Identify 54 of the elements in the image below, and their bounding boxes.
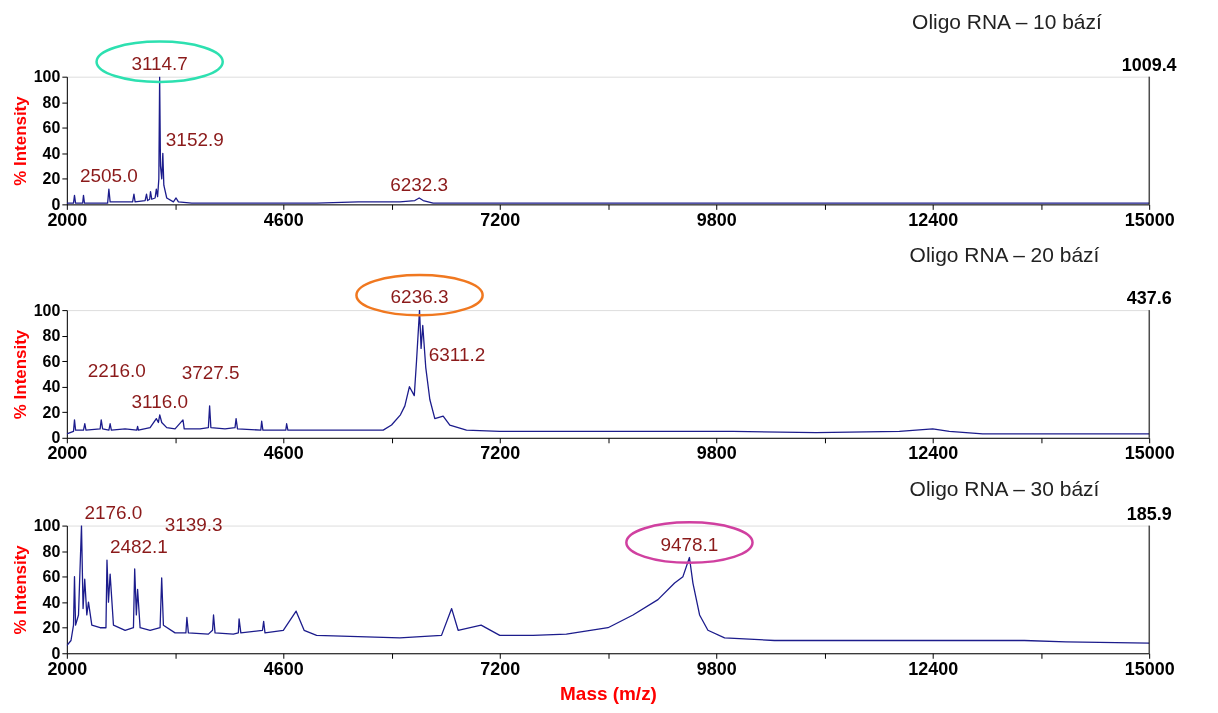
annotation: 6232.3 xyxy=(390,174,449,195)
y-axis-title: % Intensity xyxy=(10,95,30,186)
x-tick-label: 7200 xyxy=(480,443,521,464)
y-tick-label: 20 xyxy=(42,170,61,188)
x-tick-label: 4600 xyxy=(263,443,304,464)
x-tick-label: 4600 xyxy=(263,209,304,230)
y-tick-label: 40 xyxy=(42,378,61,396)
annotation: 6311.2 xyxy=(428,343,486,365)
annotation: 3116.0 xyxy=(131,390,189,412)
y-axis-title: % Intensity xyxy=(10,544,30,635)
x-tick-label: 15000 xyxy=(1124,658,1175,679)
annotation: 2216.0 xyxy=(87,359,146,381)
x-tick-label: 12400 xyxy=(908,209,959,230)
y-tick-label: 100 xyxy=(33,301,61,319)
annotation: 2176.0 xyxy=(84,501,143,523)
annotation: 2505.0 xyxy=(79,165,138,187)
annotation: 2482.1 xyxy=(109,536,168,558)
x-tick-label: 12400 xyxy=(908,443,959,464)
y-tick-label: 100 xyxy=(33,517,61,535)
y-tick-label: 20 xyxy=(42,403,61,421)
annotation: 3727.5 xyxy=(181,361,240,383)
annotation: 6236.3 xyxy=(390,286,449,308)
y-tick-label: 60 xyxy=(42,352,61,370)
chart-title: Oligo RNA – 10 bází xyxy=(912,9,1102,33)
x-axis-title: Mass (m/z) xyxy=(560,682,657,704)
text: 437.6 xyxy=(1126,288,1172,309)
y-tick-label: 100 xyxy=(33,68,61,86)
y-tick-label: 40 xyxy=(42,593,61,611)
text: 1009.4 xyxy=(1121,54,1177,75)
x-tick-label: 15000 xyxy=(1124,443,1175,464)
y-tick-label: 80 xyxy=(42,93,61,111)
y-tick-label: 80 xyxy=(42,327,61,345)
chart-title: Oligo RNA – 30 bází xyxy=(909,476,1100,500)
y-tick-label: 60 xyxy=(42,568,61,586)
y-tick-label: 40 xyxy=(42,144,61,162)
text: 185.9 xyxy=(1126,503,1172,524)
x-tick-label: 9800 xyxy=(696,658,737,679)
y-tick-label: 20 xyxy=(42,619,61,637)
chart-title: Oligo RNA – 20 bází xyxy=(909,242,1100,266)
annotation: 3114.7 xyxy=(131,52,188,74)
x-tick-label: 7200 xyxy=(480,658,521,679)
line-series xyxy=(66,310,1150,435)
x-tick-label: 9800 xyxy=(696,209,737,230)
y-axis-title: % Intensity xyxy=(10,329,30,420)
x-tick-label: 4600 xyxy=(263,658,304,679)
x-tick-label: 7200 xyxy=(480,209,521,230)
annotation: 3139.3 xyxy=(164,514,223,536)
y-tick-label: 60 xyxy=(42,119,61,137)
x-tick-label: 12400 xyxy=(908,658,959,679)
y-tick-label: 80 xyxy=(42,542,61,560)
x-tick-label: 9800 xyxy=(696,443,737,464)
x-tick-label: 15000 xyxy=(1124,209,1175,230)
annotation: 3152.9 xyxy=(165,129,224,151)
annotation: 9478.1 xyxy=(660,533,719,555)
